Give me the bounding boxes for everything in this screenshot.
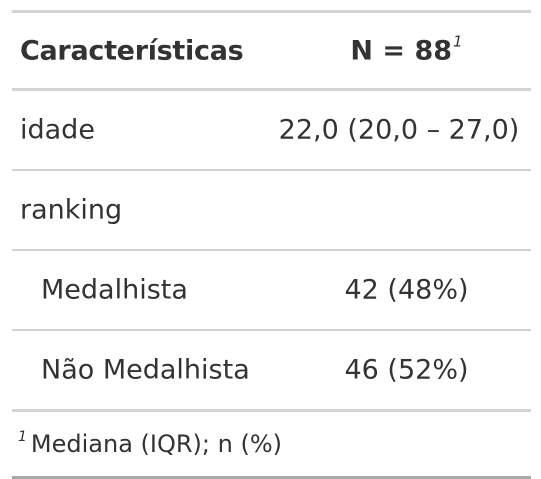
header-footnote-mark: 1 bbox=[453, 32, 463, 50]
table-row-nao-medalhista: Não Medalhista 46 (52%) bbox=[12, 331, 531, 412]
row-label: Não Medalhista bbox=[41, 354, 250, 386]
row-value: 42 (48%) bbox=[344, 274, 469, 306]
table-row-medalhista: Medalhista 42 (48%) bbox=[12, 251, 531, 331]
row-label: Medalhista bbox=[41, 274, 188, 306]
header-n-cell: N = 881 bbox=[282, 32, 531, 66]
row-value: 22,0 (20,0 – 27,0) bbox=[278, 114, 520, 146]
table-row-idade: idade 22,0 (20,0 – 27,0) bbox=[12, 91, 531, 171]
table-footnote: 1 Mediana (IQR); n (%) bbox=[12, 412, 531, 476]
row-label: ranking bbox=[20, 194, 123, 226]
row-value: 46 (52%) bbox=[344, 354, 469, 386]
summary-table: Características N = 881 idade 22,0 (20,0… bbox=[12, 10, 531, 479]
row-label: idade bbox=[20, 114, 95, 146]
footnote-content: 1 Mediana (IQR); n (%) bbox=[18, 429, 283, 458]
table-row-ranking: ranking bbox=[12, 171, 531, 251]
table-header-row: Características N = 881 bbox=[12, 13, 531, 91]
footnote-mark: 1 bbox=[18, 429, 27, 445]
header-characteristics: Características bbox=[20, 35, 244, 66]
header-n-label: N = 88 bbox=[350, 35, 453, 66]
table-top-rule bbox=[12, 10, 531, 13]
footnote-text: Mediana (IQR); n (%) bbox=[30, 430, 283, 458]
